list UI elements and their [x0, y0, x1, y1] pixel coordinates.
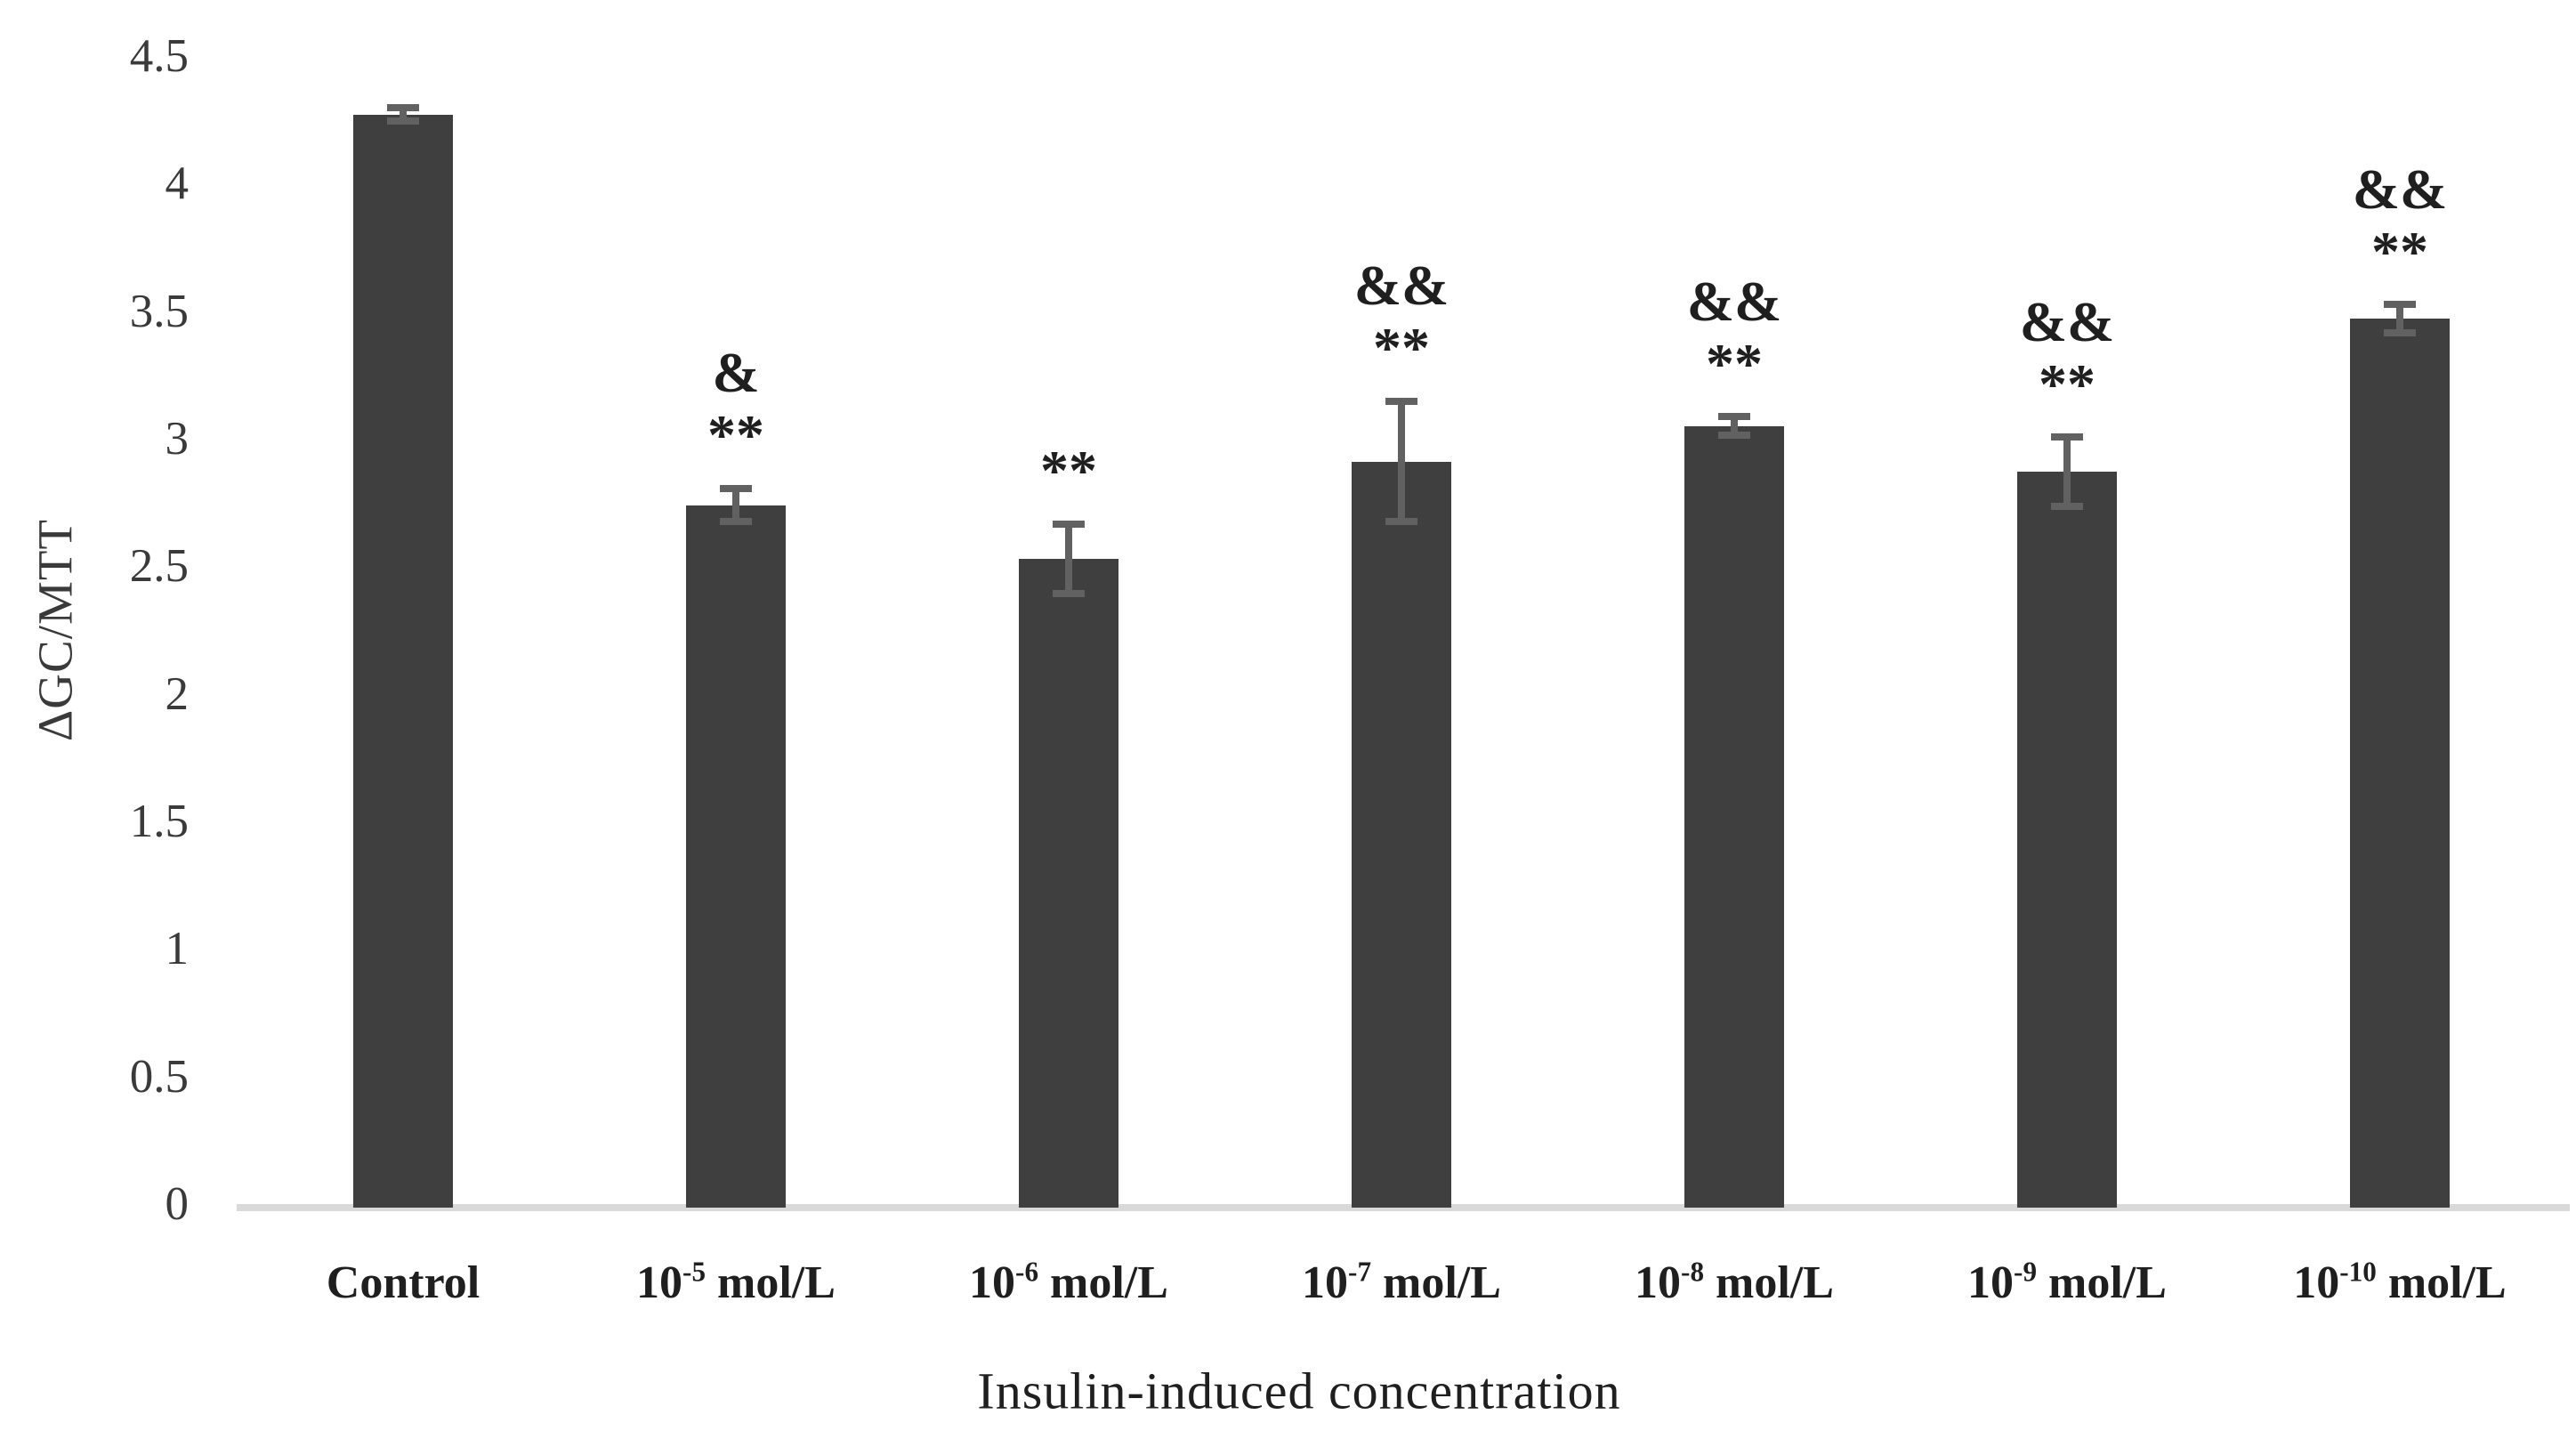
asterisk-marker: **: [707, 402, 764, 466]
bar-10-7: [1352, 461, 1451, 1208]
error-bar: [720, 484, 752, 526]
error-stem: [1731, 413, 1738, 439]
y-tick-label: 2.5: [129, 540, 189, 593]
error-bar: [1718, 413, 1750, 439]
x-category-label: 10-10 mol/L: [2293, 1256, 2507, 1308]
ampersand-marker: &: [712, 340, 760, 404]
x-category-label: 10-9 mol/L: [1967, 1256, 2167, 1308]
ampersand-marker: &&: [1353, 254, 1450, 318]
error-cap-bottom: [1053, 589, 1085, 597]
x-category-label: 10-7 mol/L: [1302, 1256, 1501, 1308]
exponent: -10: [2339, 1256, 2377, 1288]
y-tick-label: 3: [165, 413, 190, 465]
x-axis-line: [237, 1204, 2570, 1211]
exponent: -8: [1681, 1256, 1705, 1288]
significance-annotation: && **: [1686, 269, 1782, 395]
error-bar: [2384, 301, 2416, 337]
bar-10-5: [686, 505, 786, 1208]
bar-control: [353, 114, 453, 1208]
bar-10-8: [1684, 425, 1784, 1208]
significance-annotation: && **: [1353, 254, 1450, 380]
asterisk-marker: **: [2039, 352, 2096, 416]
error-cap-bottom: [1385, 518, 1417, 526]
error-bar: [1385, 398, 1417, 526]
asterisk-marker: **: [1040, 439, 1097, 503]
y-tick-label: 0: [165, 1178, 190, 1230]
y-tick-label: 1: [165, 923, 190, 975]
y-tick-label: 3.5: [129, 285, 189, 337]
error-stem: [400, 104, 407, 125]
y-axis: 0 0.5 1 1.5 2 2.5 3 3.5 4 4.5: [0, 0, 198, 1447]
error-stem: [732, 484, 739, 526]
plot-area: & ** ** && ** && ** && ** && **: [237, 56, 2570, 1211]
asterisk-marker: **: [1706, 331, 1763, 395]
error-stem: [2063, 433, 2071, 511]
significance-annotation: && **: [2019, 289, 2115, 416]
bar-10-9: [2017, 472, 2117, 1208]
exponent: -7: [1348, 1256, 1372, 1288]
bar-10-10: [2350, 319, 2450, 1208]
error-bar: [2051, 433, 2083, 511]
y-tick-label: 1.5: [129, 796, 189, 847]
exponent: -9: [2014, 1256, 2038, 1288]
asterisk-marker: **: [1373, 316, 1430, 380]
y-tick-label: 4: [165, 158, 190, 210]
ampersand-marker: &&: [2019, 289, 2115, 353]
bar-10-6: [1019, 558, 1118, 1208]
x-category-label: 10-8 mol/L: [1635, 1256, 1834, 1308]
asterisk-marker: **: [2371, 219, 2428, 283]
error-bar: [387, 104, 419, 125]
exponent: -5: [682, 1256, 707, 1288]
error-cap-bottom: [387, 117, 419, 125]
error-stem: [1398, 398, 1405, 526]
error-bar: [1053, 520, 1085, 597]
significance-annotation: & **: [707, 340, 764, 466]
x-category-label: 10-6 mol/L: [969, 1256, 1168, 1308]
x-category-label: 10-5 mol/L: [636, 1256, 836, 1308]
significance-annotation: **: [1040, 439, 1097, 503]
error-cap-bottom: [720, 518, 752, 526]
y-tick-label: 0.5: [129, 1050, 189, 1103]
ampersand-marker: &&: [1686, 269, 1782, 333]
x-category-label: Control: [326, 1257, 480, 1308]
error-stem: [1065, 520, 1072, 597]
error-stem: [2396, 301, 2403, 337]
y-tick-label: 4.5: [129, 30, 189, 82]
x-axis-title: Insulin-induced concentration: [977, 1362, 1621, 1420]
error-cap-bottom: [1718, 432, 1750, 439]
exponent: -6: [1015, 1256, 1039, 1288]
ampersand-marker: &&: [2352, 157, 2448, 221]
error-cap-bottom: [2051, 503, 2083, 511]
significance-annotation: && **: [2352, 157, 2448, 283]
y-tick-label: 2: [165, 667, 190, 720]
error-cap-bottom: [2384, 329, 2416, 337]
